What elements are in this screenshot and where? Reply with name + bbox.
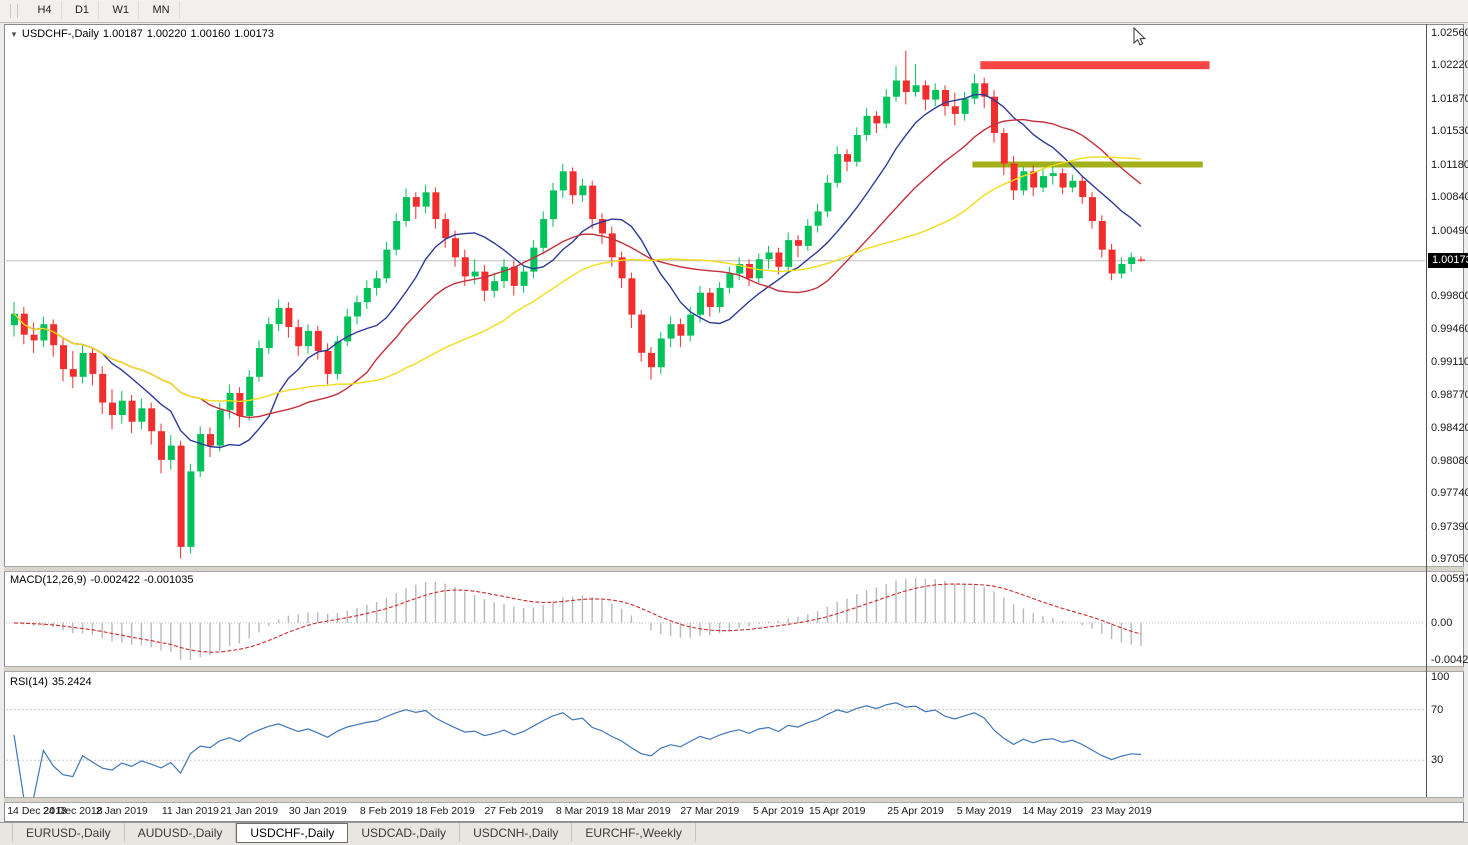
rsi-value: 35.2424	[51, 676, 92, 688]
date-axis-label: 8 Mar 2019	[555, 805, 609, 817]
rsi-title: RSI(14) 35.2424	[10, 676, 96, 688]
tab-eurusd-daily[interactable]: EURUSD-,Daily	[12, 823, 125, 842]
price-axis-label: 0.99460	[1431, 322, 1468, 335]
macd-histogram	[23, 578, 1142, 660]
date-axis-label: 8 Feb 2019	[359, 805, 413, 817]
rsi-axis-label: 30	[1431, 754, 1444, 767]
current-price-tag: 1.00173	[1428, 252, 1468, 268]
rsi-axis-label: 70	[1431, 703, 1444, 716]
date-axis-label: 5 Apr 2019	[752, 805, 804, 817]
timeframe-button-mn[interactable]: MN	[143, 1, 180, 19]
date-axis-label: 27 Feb 2019	[484, 805, 544, 817]
price-axis-line	[1426, 24, 1427, 797]
date-axis-label: 25 Apr 2019	[887, 805, 944, 817]
date-axis-label: 24 Dec 2018	[43, 805, 103, 817]
price-axis-label: 1.00840	[1431, 191, 1468, 204]
timeframe-button-d1[interactable]: D1	[66, 1, 100, 19]
macd-title: MACD(12,26,9) -0.002422 -0.001035	[10, 574, 198, 586]
date-axis-label: 21 Jan 2019	[220, 805, 279, 817]
date-axis-label: 18 Feb 2019	[415, 805, 475, 817]
chart-title: ▼ USDCHF-,Daily 1.00187 1.00220 1.00160 1.001…	[10, 28, 278, 40]
ma-line-34	[13, 156, 1142, 403]
ohlc-high: 1.00220	[146, 28, 187, 40]
macd-axis-label: 0.00	[1431, 616, 1453, 629]
rsi-line	[13, 702, 1142, 799]
macd-axis-label: -0.004243	[1431, 654, 1468, 666]
support-zone[interactable]	[972, 161, 1203, 168]
price-axis-label: 0.98080	[1431, 454, 1468, 467]
ma-line-10	[13, 93, 1142, 449]
timeframe-button-h4[interactable]: H4	[28, 1, 62, 19]
toolbar-grip[interactable]	[10, 4, 18, 18]
date-axis-label: 5 May 2019	[956, 805, 1012, 817]
ohlc-close: 1.00173	[234, 28, 274, 40]
chart-canvas[interactable]	[4, 24, 1464, 822]
tab-usdchf-daily[interactable]: USDCHF-,Daily	[236, 823, 349, 843]
date-axis-label: 27 Mar 2019	[680, 805, 740, 817]
tab-usdcad-daily[interactable]: USDCAD-,Daily	[348, 823, 461, 842]
tab-eurchf-weekly[interactable]: EURCHF-,Weekly	[572, 823, 696, 842]
macd-value: -0.002422	[90, 574, 140, 586]
chart-tab-bar: EURUSD-,Daily AUDUSD-,Daily USDCHF-,Daily U…	[0, 822, 1468, 845]
timeframe-toolbar: H4 D1 W1 MN	[0, 0, 1468, 23]
price-axis-label: 1.01530	[1431, 125, 1468, 138]
price-axis-label: 0.98770	[1431, 388, 1468, 401]
tab-usdcnh-daily[interactable]: USDCNH-,Daily	[460, 823, 573, 842]
price-axis-label: 0.97390	[1431, 520, 1468, 533]
price-axis-label: 1.02220	[1431, 59, 1468, 72]
price-axis-label: 1.00490	[1431, 224, 1468, 237]
date-axis-label: 30 Jan 2019	[288, 805, 347, 817]
price-axis-label: 0.99110	[1431, 356, 1468, 369]
candles-layer	[11, 50, 1145, 559]
ohlc-open: 1.00187	[102, 28, 143, 40]
date-axis-label: 11 Jan 2019	[161, 805, 219, 817]
date-axis-label: 23 May 2019	[1091, 805, 1152, 817]
price-axis-label: 0.99800	[1431, 290, 1468, 303]
macd-signal-value: -0.001035	[143, 574, 194, 586]
rsi-name-label: RSI(14)	[10, 676, 48, 688]
price-axis-label: 0.98420	[1431, 422, 1468, 435]
rsi-dates-splitter	[4, 797, 1464, 803]
timeframe-button-w1[interactable]: W1	[103, 1, 139, 19]
date-axis-label: 14 May 2019	[1022, 805, 1084, 817]
resistance-zone[interactable]	[980, 61, 1210, 70]
tab-audusd-daily[interactable]: AUDUSD-,Daily	[125, 823, 237, 842]
price-axis-label: 1.01180	[1431, 158, 1468, 171]
symbol-dropdown-icon[interactable]: ▼	[10, 30, 18, 39]
macd-signal-line	[13, 583, 1142, 653]
chart-frame	[4, 24, 1464, 822]
price-axis-label: 1.01870	[1431, 92, 1468, 105]
date-axis-label: 2 Jan 2019	[95, 805, 148, 817]
macd-axis-label: 0.00597	[1431, 573, 1468, 585]
price-axis-label: 0.97050	[1431, 553, 1468, 566]
rsi-axis-label: 100	[1431, 671, 1450, 683]
symbol-period-label: USDCHF-,Daily	[21, 28, 99, 40]
price-axis-label: 0.97740	[1431, 487, 1468, 500]
ohlc-low: 1.00160	[190, 28, 231, 40]
date-axis-label: 18 Mar 2019	[611, 805, 671, 817]
macd-name-label: MACD(12,26,9)	[10, 574, 87, 586]
macd-rsi-splitter[interactable]	[4, 666, 1464, 672]
mouse-cursor	[1133, 26, 1147, 46]
price-axis-label: 1.02560	[1431, 26, 1468, 39]
date-axis-label: 14 Dec 2018	[7, 805, 67, 817]
date-axis-label: 15 Apr 2019	[808, 805, 866, 817]
ma-line-20	[13, 118, 1142, 419]
price-macd-splitter[interactable]	[4, 566, 1464, 572]
